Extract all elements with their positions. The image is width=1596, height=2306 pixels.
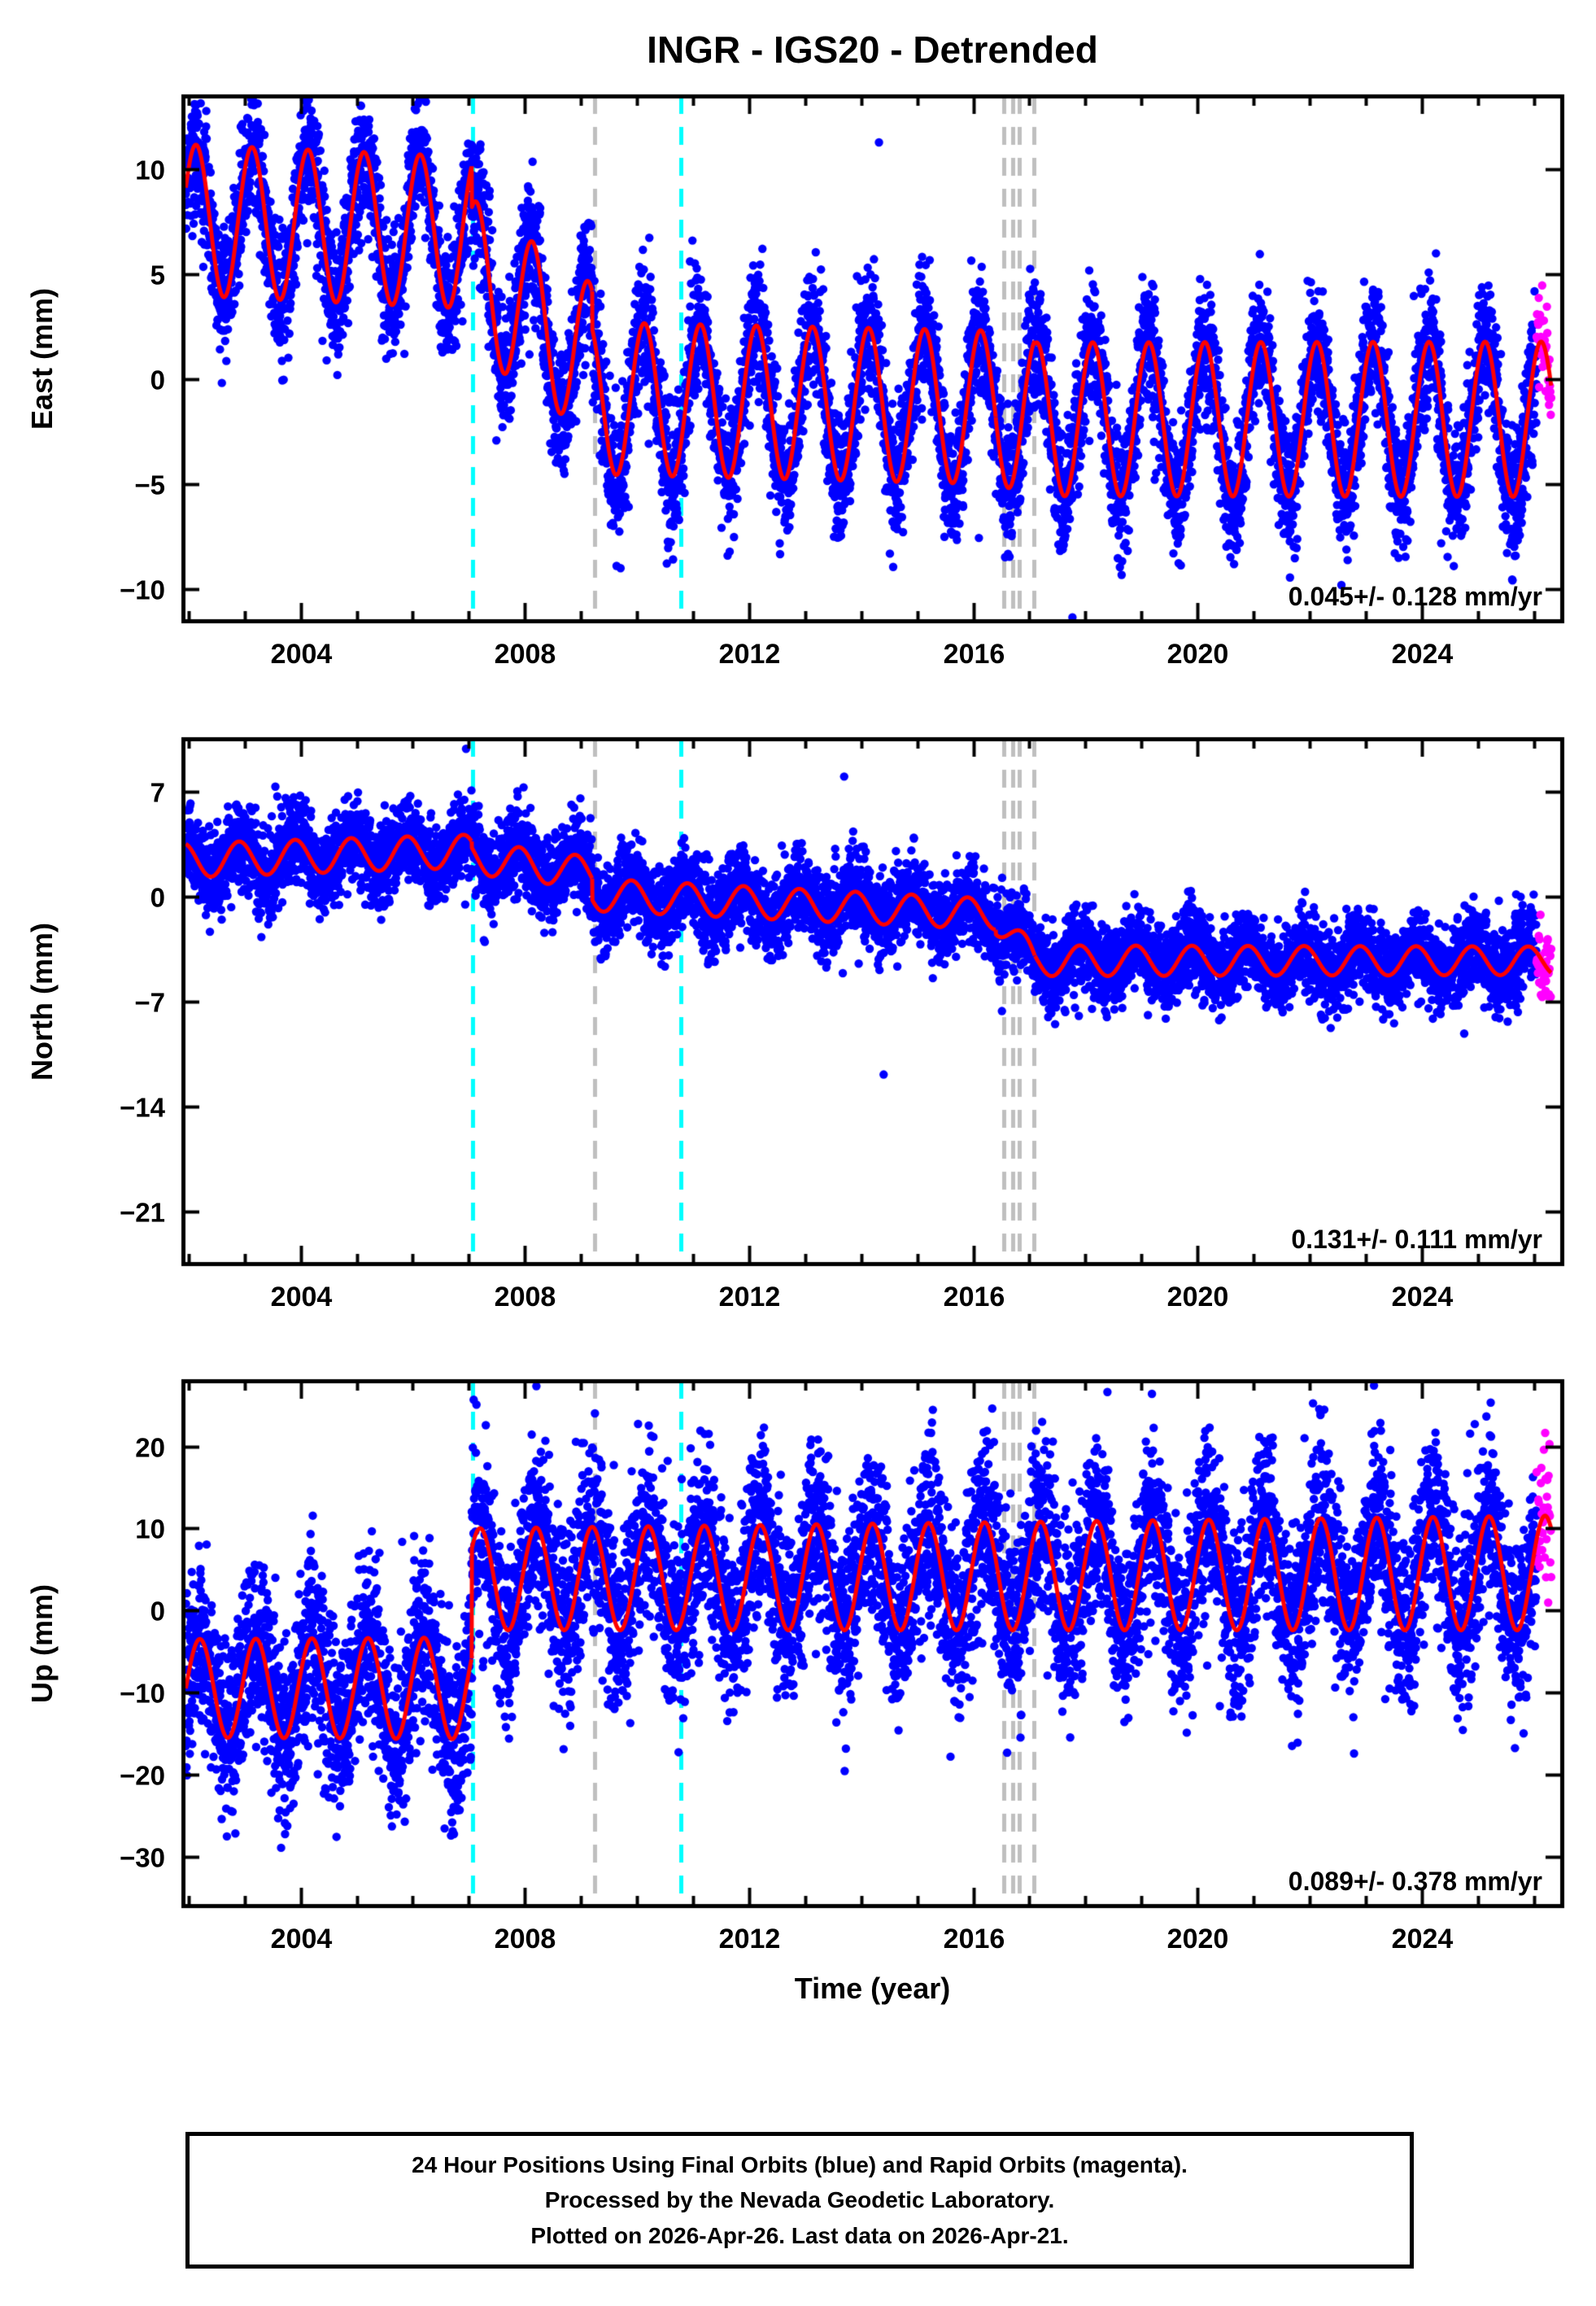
ytick-up-2: 0 [150,1596,165,1626]
ytick-east-2: 0 [150,365,165,395]
xtick-east-2024: 2024 [1391,639,1454,670]
ytick-north-0: 7 [150,777,165,807]
axis-title-north: North (mm) [25,922,59,1081]
xtick-north-2016: 2016 [943,1282,1005,1312]
xtick-up-2008: 2008 [494,1924,556,1954]
rate-annotation-north: 0.131+/- 0.111 mm/yr [1291,1225,1542,1254]
xtick-up-2004: 2004 [270,1924,333,1954]
xtick-up-2020: 2020 [1166,1924,1229,1954]
xtick-north-2008: 2008 [494,1282,556,1312]
xtick-up-2012: 2012 [718,1924,781,1954]
axis-title-east: East (mm) [25,287,59,430]
axis-title-time: Time (year) [794,1972,951,2005]
ytick-north-3: −14 [120,1092,165,1122]
xtick-up-2024: 2024 [1391,1924,1454,1954]
xtick-east-2004: 2004 [270,639,333,670]
caption-line-2: Processed by the Nevada Geodetic Laborat… [544,2187,1055,2213]
ytick-east-0: 10 [135,155,165,185]
xtick-east-2020: 2020 [1166,639,1229,670]
ytick-east-3: −5 [134,469,165,500]
ytick-north-4: −21 [120,1197,165,1227]
ytick-up-5: −30 [120,1842,165,1872]
xtick-east-2008: 2008 [494,639,556,670]
ytick-up-3: −10 [120,1678,165,1708]
caption-box: 24 Hour Positions Using Final Orbits (bl… [185,2132,1414,2269]
ytick-up-1: 10 [135,1513,165,1544]
xtick-north-2012: 2012 [718,1282,781,1312]
page-title: INGR - IGS20 - Detrended [647,28,1098,71]
ytick-up-0: 20 [135,1432,165,1462]
ytick-east-4: −10 [120,574,165,605]
ytick-up-4: −20 [120,1760,165,1790]
xtick-north-2024: 2024 [1391,1282,1454,1312]
caption-line-3: Plotted on 2026-Apr-26. Last data on 202… [530,2222,1069,2248]
xtick-east-2012: 2012 [718,639,781,670]
axis-title-up: Up (mm) [25,1583,59,1703]
ytick-north-1: 0 [150,882,165,912]
ytick-north-2: −7 [134,987,165,1017]
rate-annotation-up: 0.089+/- 0.378 mm/yr [1288,1867,1542,1896]
xtick-east-2016: 2016 [943,639,1005,670]
caption-line-1: 24 Hour Positions Using Final Orbits (bl… [412,2151,1188,2177]
rate-annotation-east: 0.045+/- 0.128 mm/yr [1288,582,1542,611]
xtick-up-2016: 2016 [943,1924,1005,1954]
ytick-east-1: 5 [150,260,165,290]
xtick-north-2004: 2004 [270,1282,333,1312]
xtick-north-2020: 2020 [1166,1282,1229,1312]
